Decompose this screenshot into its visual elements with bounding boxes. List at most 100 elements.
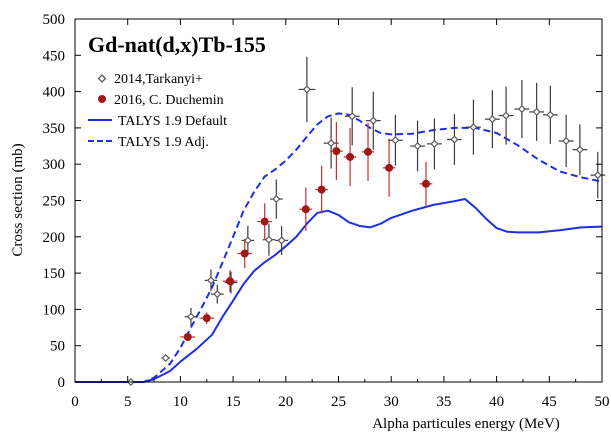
point-marker-circle [260, 217, 269, 226]
x-tick-label-9: 45 [542, 394, 557, 410]
data-point [361, 122, 375, 181]
legend-entry-duchemin: 2016, C. Duchemin [98, 93, 224, 108]
y-tick-label-3: 150 [43, 266, 66, 282]
y-tick-label-7: 350 [43, 121, 66, 137]
legend-label-duchemin: 2016, C. Duchemin [114, 93, 224, 108]
y-tick-label-5: 250 [43, 194, 66, 210]
data-point [365, 91, 381, 150]
point-marker-circle [346, 152, 355, 161]
data-point [323, 117, 339, 169]
x-axis-label: Alpha particules energy (MeV) [372, 416, 560, 432]
legend-entry-talys-default: TALYS 1.9 Default [88, 114, 227, 129]
point-marker-diamond [302, 85, 311, 94]
data-point [590, 151, 606, 199]
data-point [529, 82, 545, 141]
data-point [199, 312, 215, 324]
x-tick-label-4: 20 [278, 394, 293, 410]
x-tick-label-8: 40 [489, 394, 504, 410]
point-marker-diamond [277, 236, 286, 245]
data-point [184, 307, 198, 326]
y-tick-label-6: 300 [43, 157, 66, 173]
data-point [204, 269, 218, 292]
x-tick-label-2: 10 [173, 394, 188, 410]
point-marker-diamond [272, 194, 281, 204]
data-point [275, 225, 288, 255]
point-marker-diamond [488, 115, 497, 124]
point-marker-circle [385, 163, 394, 172]
data-point [344, 87, 360, 146]
point-marker-diamond [502, 111, 511, 120]
point-marker-diamond [213, 290, 222, 299]
point-marker-diamond [348, 112, 357, 121]
data-point [542, 85, 558, 144]
data-points [125, 56, 606, 387]
y-tick-label-2: 100 [43, 302, 66, 318]
point-marker-diamond [430, 139, 439, 148]
axes: 0 5 10 15 20 25 30 35 40 45 5005010015020025030035… [43, 12, 610, 410]
data-point [315, 165, 328, 214]
series-line-3 [75, 112, 603, 383]
y-axis-label: Cross section (mb) [10, 143, 26, 256]
point-marker-diamond [243, 236, 252, 245]
x-tick-label-10: 50 [595, 394, 610, 410]
model-curves [75, 112, 603, 383]
point-marker-diamond [369, 116, 378, 125]
data-point [410, 120, 425, 172]
x-tick-label-6: 30 [384, 394, 399, 410]
legend-marker-open-diamond [97, 74, 107, 83]
y-tick-label-1: 50 [50, 339, 65, 355]
data-point [161, 353, 170, 363]
x-tick-label-0: 0 [71, 394, 79, 410]
point-marker-circle [225, 277, 234, 286]
y-tick-label-10: 500 [43, 12, 66, 28]
point-marker-diamond [546, 110, 555, 119]
legend-entry-talys-adj: TALYS 1.9 Adj. [88, 135, 209, 150]
point-marker-circle [240, 249, 249, 258]
point-marker-diamond [517, 104, 526, 114]
y-tick-label-8: 400 [43, 85, 66, 101]
legend-entry-tarkanyi: 2014,Tarkanyi+ [97, 72, 203, 87]
data-point [419, 162, 433, 206]
y-tick-label-0: 0 [58, 375, 66, 391]
series-line-2 [75, 198, 603, 383]
point-marker-circle [183, 332, 192, 341]
data-point [514, 79, 530, 139]
point-marker-diamond [562, 136, 571, 146]
data-point [382, 138, 396, 197]
point-marker-diamond [532, 107, 541, 116]
data-point [558, 114, 574, 168]
legend-label-talys-adj: TALYS 1.9 Adj. [118, 135, 209, 150]
data-point [572, 124, 588, 176]
point-marker-circle [317, 185, 326, 194]
point-marker-circle [301, 205, 310, 214]
data-point [427, 118, 442, 170]
point-marker-diamond [413, 142, 422, 151]
y-tick-label-9: 450 [43, 48, 66, 64]
legend: 2014,Tarkanyi+ 2016, C. Duchemin TALYS 1… [88, 72, 227, 150]
data-point [241, 225, 255, 255]
point-marker-circle [202, 314, 211, 323]
point-marker-circle [332, 147, 341, 156]
x-tick-label-7: 35 [436, 394, 451, 410]
point-marker-circle [364, 147, 373, 156]
x-tick-label-5: 25 [331, 394, 346, 410]
legend-label-tarkanyi: 2014,Tarkanyi+ [114, 72, 203, 87]
point-marker-diamond [450, 135, 459, 144]
data-point [222, 270, 238, 292]
data-point [343, 127, 357, 186]
data-point [210, 284, 224, 304]
chart-title: Gd-nat(d,x)Tb-155 [88, 32, 266, 57]
data-point [299, 187, 313, 231]
point-marker-diamond [593, 171, 602, 180]
data-point [330, 122, 343, 181]
data-point [485, 90, 500, 149]
data-point [237, 238, 253, 269]
point-marker-diamond [391, 136, 400, 145]
point-marker-diamond [327, 139, 336, 148]
data-point [180, 332, 196, 341]
x-tick-label-3: 15 [226, 394, 241, 410]
data-point [498, 86, 514, 145]
point-marker-diamond [206, 276, 216, 285]
point-marker-diamond [469, 123, 478, 132]
